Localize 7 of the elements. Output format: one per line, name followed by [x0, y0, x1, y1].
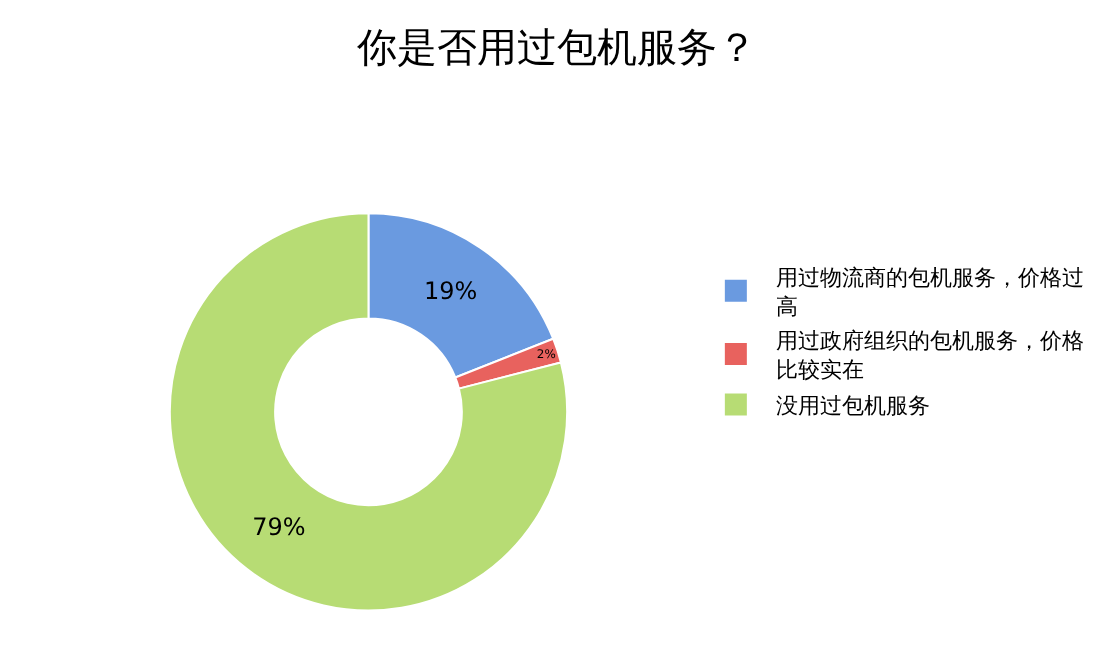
- legend-label: 用过物流商的包机服务，价格过高: [775, 265, 1084, 320]
- donut-slice: [169, 212, 569, 612]
- chart-title: 你是否用过包机服务？: [355, 22, 757, 71]
- legend-label: 用过政府组织的包机服务，价格比较实在: [775, 328, 1084, 383]
- data-label: 19%: [423, 277, 478, 306]
- legend-label: 没用过包机服务: [775, 393, 930, 420]
- data-label: 79%: [252, 513, 306, 542]
